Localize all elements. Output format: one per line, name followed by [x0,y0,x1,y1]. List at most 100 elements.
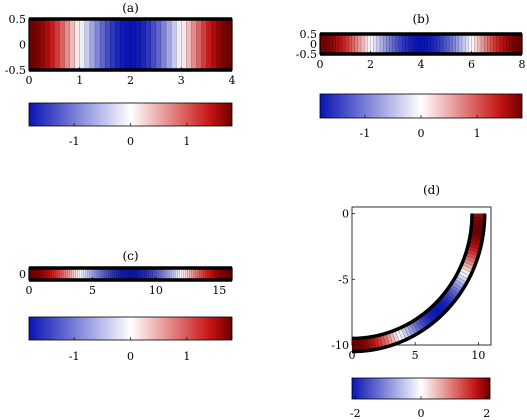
panel-a-cell [115,18,121,71]
panel-a: (a)0 1 2 3 40.50-0.5 [5,1,236,87]
panel-a-cell [201,18,208,71]
colorbar-c: -1 0 1 [28,316,233,363]
panel-b-xtick-label: 6 [468,58,475,71]
panel-b-cell [332,33,337,55]
panel-b-title: (b) [412,12,429,26]
panel-b-cell [509,33,514,55]
panel-b-xtick-label: 4 [418,58,425,71]
panel-a-cell [150,18,157,71]
panel-d-title: (d) [423,183,440,197]
panel-a-cell [130,18,137,71]
panel-d-axes-box [351,206,492,346]
panel-a-cell [74,18,81,71]
panel-b-cell [496,33,501,55]
panel-b-cell [408,33,413,55]
panel-d-ytick-label: 0 [342,208,349,221]
panel-c: (c) 0 5 10 15 0 [19,249,233,297]
panel-d-xtick-label: 10 [471,349,485,362]
panel-a-cell [49,18,55,71]
panel-c-xtick-label: 0 [26,284,33,297]
panel-b-cell [382,33,387,55]
panel-a-cell [54,18,60,71]
panel-b-cell [427,33,431,55]
panel-b-cell [493,33,498,55]
panel-c-xtick-label: 10 [149,284,163,297]
panel-d-cell [471,216,485,221]
panel-a-cell [165,18,172,71]
panel-b-cell [338,33,343,55]
panel-b-cell [446,33,450,55]
colorbar-d-gradient [351,377,491,400]
panel-b-cell [455,33,460,55]
panel-b-cell [398,33,403,55]
panel-a-cell [181,18,187,71]
panel-a-cell [89,18,96,71]
colorbar-d-tick-label: 2 [483,407,490,420]
colorbar-a-tick-label: -1 [69,135,80,148]
panel-b-cell [341,33,346,55]
panel-d-xtick-label: 5 [412,349,419,362]
colorbar-b-gradient [319,93,523,119]
panel-a-ytick-label: -0.5 [5,64,26,77]
panel-a-cell [110,18,116,71]
panel-b-cell [452,33,457,55]
colorbar-c-tick-label: -1 [69,350,80,363]
panel-a-cell [191,18,197,71]
panel-d: (d) 0 5 10 0 -5 -10 [331,183,492,362]
panel-b-cell [458,33,463,55]
panel-b-cell [348,33,353,55]
panel-b-cell [351,33,356,55]
panel-b-cell [326,33,330,55]
panel-a-cell [99,18,106,71]
panel-a-cell [135,18,142,71]
panel-a-ytick-label: 0.5 [9,13,27,26]
panel-b-xtick-label: 2 [367,58,374,71]
panel-a-cell [206,18,213,71]
panel-a-cell [125,18,131,71]
colorbar-d-tick-label: 0 [418,407,425,420]
panel-b-cell [477,33,482,55]
panel-b-cell [414,33,419,55]
colorbar-c-tick-label: 0 [127,350,134,363]
panel-a-cell [221,18,228,71]
panel-a-xtick-label: 4 [229,74,236,87]
panel-a-cell [94,18,101,71]
panel-b-cell [373,33,378,55]
panel-c-xtick-label: 15 [212,284,226,297]
panel-b-cell [345,33,349,55]
colorbar-c-tick-label: 1 [183,350,190,363]
panel-a-cell [211,18,218,71]
panel-d-ytick-label: -10 [331,339,349,352]
panel-b-cell [376,33,381,55]
panel-b-cell [386,33,390,55]
colorbar-b-tick-label: 1 [474,127,481,140]
panel-b-cell [405,33,409,55]
panel-b-cell [357,33,362,55]
panel-a-cell [216,18,223,71]
panel-b-cell [461,33,466,55]
panel-a-cell [64,18,71,71]
panel-a-cell [28,18,35,71]
panel-a-cell [84,18,91,71]
panel-b-cell [354,33,359,55]
panel-b-cell [389,33,394,55]
panel-b-cell [439,33,444,55]
panel-b-ytick-label: 0 [310,38,317,51]
panel-a-cell [170,18,177,71]
panel-c-title: (c) [122,249,138,263]
panel-a-cell [44,18,50,71]
colorbar-b: -1 0 1 [319,93,523,140]
panel-b-cell [502,33,507,55]
panel-a-cell [120,18,126,71]
panel-b-cell [471,33,476,55]
panel-a-cell [33,18,40,71]
panel-a-xtick-label: 1 [76,74,83,87]
panel-c-xtick-label: 5 [89,284,96,297]
panel-a-ytick-label: 0 [19,39,26,52]
panel-d-xtick-label: 0 [349,349,356,362]
colorbar-b-tick-label: 0 [418,127,425,140]
panel-a-cell [104,18,111,71]
panel-a-cell [38,18,45,71]
panel-a-cell [79,18,86,71]
panel-a-xtick-label: 0 [26,74,33,87]
